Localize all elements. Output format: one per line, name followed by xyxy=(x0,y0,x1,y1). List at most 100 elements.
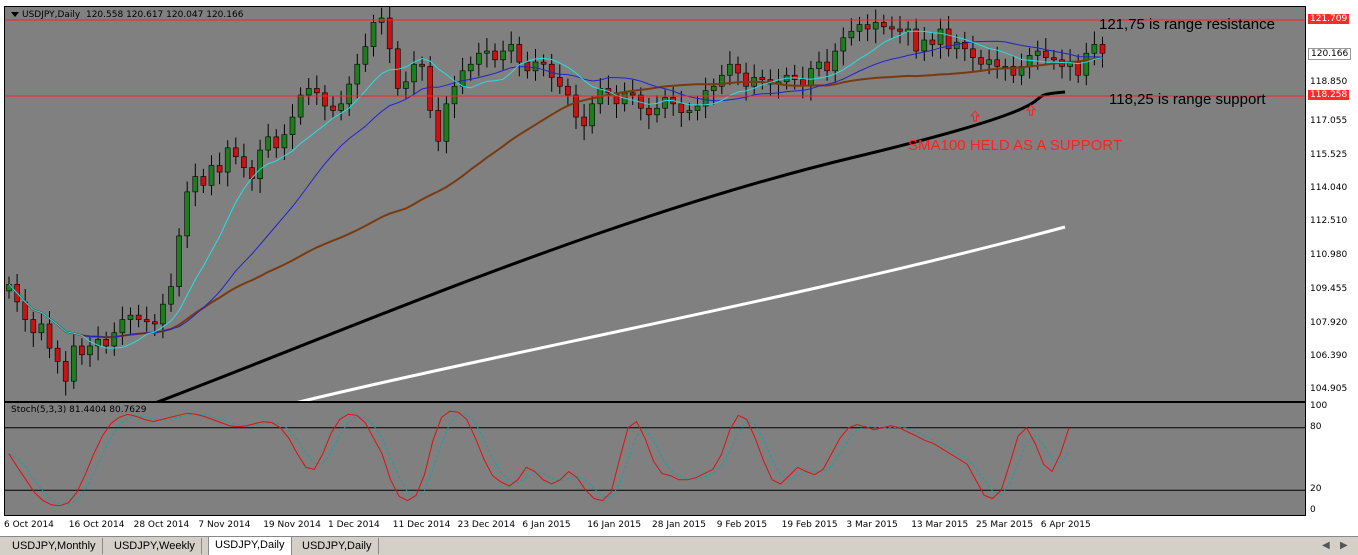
candle-body xyxy=(718,74,725,87)
candle-body xyxy=(143,319,150,323)
candle-body xyxy=(743,72,749,87)
candle-body xyxy=(492,50,498,61)
candle-body xyxy=(411,63,417,83)
candle-body xyxy=(573,94,579,118)
date-tick-label: 11 Dec 2014 xyxy=(392,520,451,530)
candle-body xyxy=(727,63,733,76)
header-ohlc: 120.558 120.617 120.047 120.166 xyxy=(85,10,244,20)
candle-body xyxy=(443,103,450,142)
candle-body xyxy=(241,156,247,168)
price-tick-label: 110.980 xyxy=(1310,250,1348,261)
candle-body xyxy=(467,63,474,72)
scroll-right-icon[interactable]: ▶ xyxy=(1340,540,1348,551)
candle-body xyxy=(111,332,118,347)
candle-body xyxy=(297,94,304,118)
candle-body xyxy=(581,116,587,127)
candle-body xyxy=(872,22,879,30)
candle-body xyxy=(1034,50,1041,56)
candle-body xyxy=(702,90,709,107)
candle-body xyxy=(95,339,101,347)
price-chart-svg xyxy=(5,7,1305,401)
price-chart-pane[interactable]: USDJPY,Daily 120.558 120.617 120.047 120… xyxy=(4,6,1306,402)
tab-usdjpy-monthly[interactable]: USDJPY,Monthly xyxy=(6,538,103,554)
candle-body xyxy=(678,103,685,113)
date-tick-label: 19 Feb 2015 xyxy=(781,520,838,530)
candle-body xyxy=(897,28,903,32)
candle-body xyxy=(330,105,336,111)
candle-body xyxy=(986,59,992,65)
date-tick-label: 23 Dec 2014 xyxy=(457,520,516,530)
chart-header: USDJPY,Daily 120.558 120.617 120.047 120… xyxy=(11,10,243,20)
support-annotation: 118,25 is range support xyxy=(1109,91,1266,108)
sma-brown-line xyxy=(8,56,1103,339)
price-tick-label: 115.525 xyxy=(1310,150,1348,161)
stoch-tick-label: 20 xyxy=(1310,484,1322,495)
candle-body xyxy=(889,26,895,30)
candle-body xyxy=(759,77,766,80)
candle-body xyxy=(257,149,263,179)
candle-body xyxy=(937,28,944,45)
resistance-annotation: 121,75 is range resistance xyxy=(1099,16,1275,33)
candle-body xyxy=(1002,66,1009,68)
price-tick-label: 107.920 xyxy=(1310,317,1348,328)
sma-cyan-line xyxy=(8,30,1103,349)
candle-body xyxy=(694,105,701,111)
arrow-up-icon xyxy=(969,110,981,122)
date-tick-label: 6 Oct 2014 xyxy=(4,520,54,530)
candle-body xyxy=(200,176,207,186)
candle-body xyxy=(184,191,190,237)
candle-body xyxy=(848,30,855,39)
scroll-left-icon[interactable]: ◀ xyxy=(1322,540,1330,551)
candle-body xyxy=(978,57,984,65)
tab-usdjpy-daily[interactable]: USDJPY,Daily xyxy=(208,537,292,555)
price-axis[interactable]: 121.709 120.166 118.850 118.258 117.055 115.5… xyxy=(1306,6,1358,402)
stoch-tick-label: 100 xyxy=(1310,401,1328,411)
date-tick-label: 25 Mar 2015 xyxy=(976,520,1034,530)
candle-body xyxy=(475,52,482,65)
candle-body xyxy=(459,70,466,87)
candle-body xyxy=(249,167,255,179)
candle-body xyxy=(71,345,77,382)
candle-body xyxy=(435,110,442,142)
candle-body xyxy=(961,41,968,50)
candle-body xyxy=(548,63,555,78)
stochastic-svg xyxy=(5,410,1305,507)
candle-body xyxy=(516,44,523,63)
candle-body xyxy=(1083,52,1090,76)
tab-usdjpy-weekly[interactable]: USDJPY,Weekly xyxy=(108,538,202,554)
price-tick-label: 104.905 xyxy=(1310,383,1348,394)
sma100-line xyxy=(156,90,1066,401)
candle-body xyxy=(354,63,361,85)
candle-body xyxy=(945,28,952,50)
candle-body xyxy=(532,61,539,72)
stochastic-pane[interactable]: Stoch(5,3,3) 81.4404 80.7629 xyxy=(4,402,1306,516)
candle-body xyxy=(313,88,320,94)
candle-body xyxy=(540,61,547,65)
candle-body xyxy=(970,48,976,58)
candle-body xyxy=(386,17,393,50)
candle-body xyxy=(289,116,296,135)
candle-body xyxy=(808,68,814,87)
candle-body xyxy=(508,44,515,52)
triangle-down-icon[interactable] xyxy=(11,12,19,17)
candle-body xyxy=(38,323,45,334)
candle-body xyxy=(880,22,887,28)
candle-body xyxy=(176,235,182,287)
price-tick-label: 114.040 xyxy=(1310,182,1348,193)
candle-body xyxy=(119,319,126,334)
candle-body xyxy=(589,103,596,127)
candle-body xyxy=(370,22,377,47)
candle-body xyxy=(30,319,37,334)
sma-support-annotation: SMA100 HELD AS A SUPPORT xyxy=(908,137,1122,154)
candle-body xyxy=(913,28,920,52)
candle-body xyxy=(103,339,109,347)
candle-body xyxy=(840,37,847,52)
tab-usdjpy-daily-2[interactable]: USDJPY,Daily xyxy=(296,538,379,554)
candle-body xyxy=(1010,66,1017,76)
candle-body xyxy=(233,147,239,157)
header-symbol: USDJPY,Daily xyxy=(22,10,81,20)
candle-body xyxy=(654,107,660,116)
candle-body xyxy=(168,286,174,305)
candle-body xyxy=(662,96,668,109)
candle-body xyxy=(322,92,328,107)
